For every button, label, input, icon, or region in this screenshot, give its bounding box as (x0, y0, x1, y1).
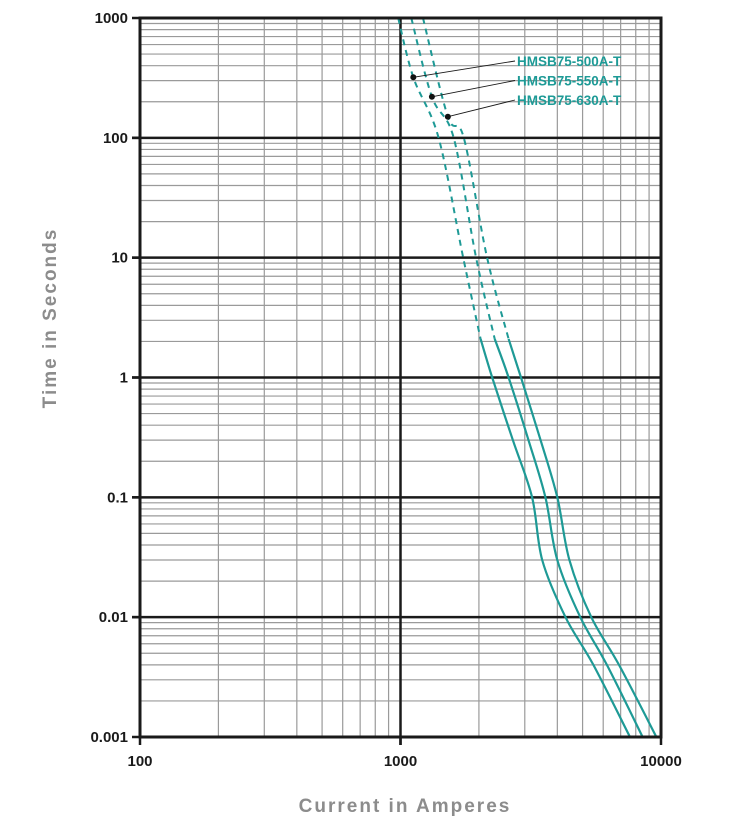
major-gridlines (132, 18, 661, 745)
fuse-curves (397, 17, 658, 738)
marker-dot-icon (410, 74, 417, 81)
x-tick-label: 10000 (640, 753, 682, 770)
legend-label: HMSB75-630A-T (517, 93, 622, 108)
y-axis-title: Time in Seconds (40, 228, 61, 409)
curve-solid-0 (479, 338, 631, 738)
y-tick-label: 1000 (95, 10, 128, 27)
curve-callout-legend: HMSB75-500A-T HMSB75-550A-T HMSB75-630A-T (410, 54, 622, 120)
legend-label: HMSB75-550A-T (517, 74, 622, 89)
y-tick-label: 0.001 (90, 729, 128, 746)
curve-dashed-2 (422, 17, 510, 340)
curve-solid-2 (507, 338, 658, 738)
y-axis-ticks: 1000 100 10 1 0.1 0.01 0.001 (90, 10, 140, 746)
y-tick-label: 0.01 (99, 609, 128, 626)
x-axis-ticks: 100 1000 10000 (127, 737, 682, 770)
x-tick-label: 100 (127, 753, 152, 770)
y-tick-label: 1 (120, 370, 128, 387)
y-tick-label: 0.1 (107, 489, 128, 506)
y-tick-label: 100 (103, 130, 128, 147)
marker-dot-icon (444, 113, 451, 120)
x-axis-title: Current in Amperes (299, 796, 512, 817)
leader-line (431, 80, 516, 98)
marker-dot-icon (428, 93, 435, 100)
leader-line (447, 99, 516, 118)
legend-label: HMSB75-500A-T (517, 54, 622, 69)
x-tick-label: 1000 (384, 753, 417, 770)
curve-solid-1 (493, 338, 644, 738)
curve-dashed-1 (410, 17, 496, 340)
y-tick-label: 10 (111, 250, 128, 267)
leader-line (413, 60, 516, 78)
